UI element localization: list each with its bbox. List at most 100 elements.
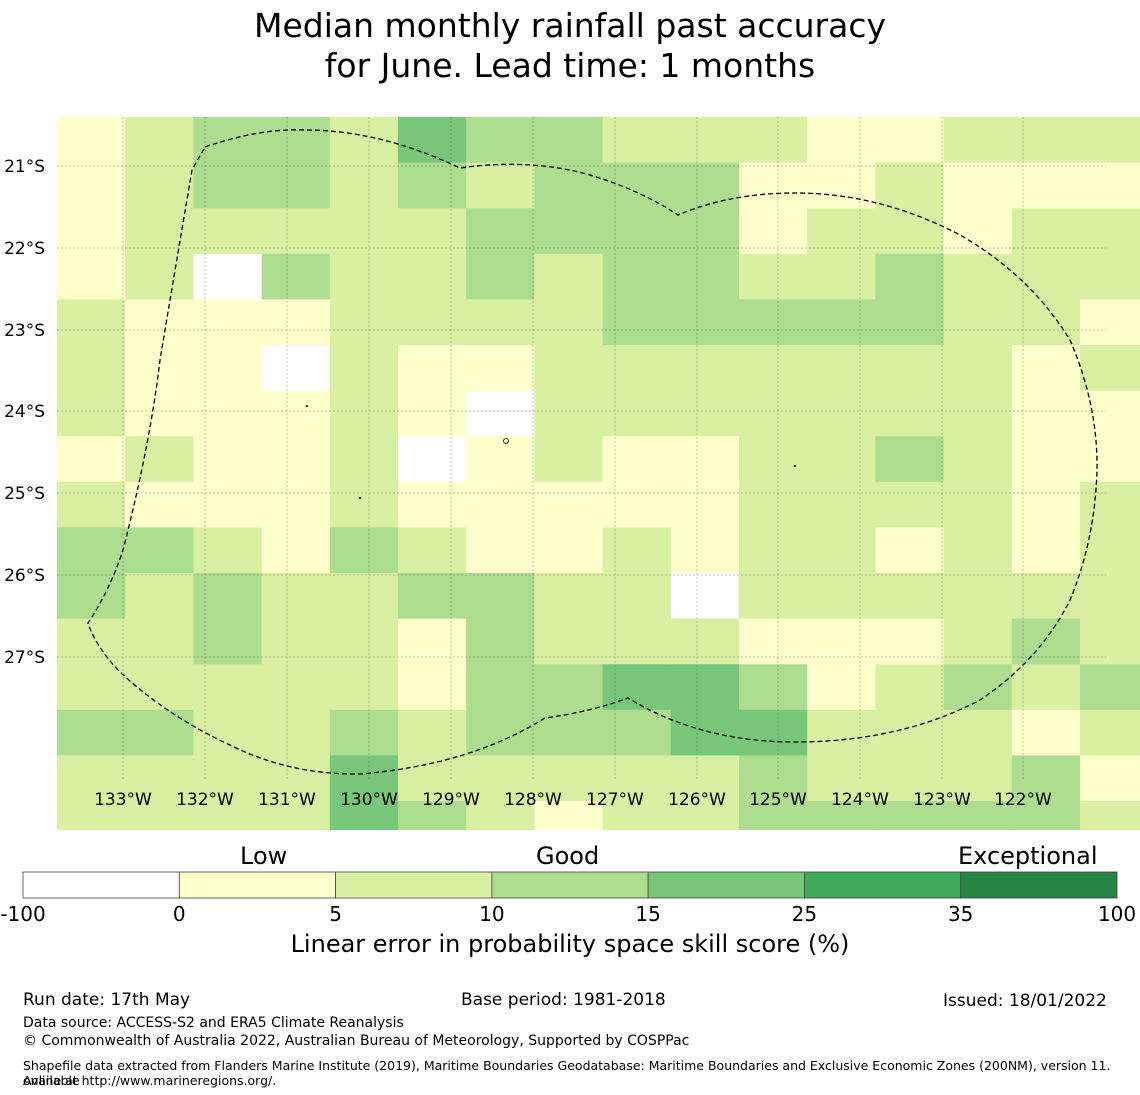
- grid-cell: [739, 709, 808, 756]
- grid-cells: [57, 117, 1140, 830]
- x-axis-ticks: 133°W 132°W 131°W 130°W 129°W 128°W 127°W 126°W…: [94, 790, 1052, 810]
- grid-cell: [125, 527, 194, 574]
- grid-cell: [329, 755, 399, 802]
- grid-cell: [943, 117, 1013, 164]
- y-tick-label: 27°S: [4, 648, 45, 668]
- grid-cell: [807, 618, 876, 665]
- grid-cell: [1080, 345, 1140, 392]
- grid-cell: [125, 801, 194, 830]
- grid-cell: [261, 117, 331, 164]
- island-marker: [794, 465, 796, 467]
- grid-cell: [739, 527, 808, 574]
- grid-cell: [125, 208, 194, 255]
- grid-cell: [1011, 573, 1081, 620]
- colorbar-bin: [22, 871, 180, 899]
- grid-cell: [807, 162, 876, 209]
- grid-cell: [57, 801, 126, 830]
- grid-cell: [534, 664, 604, 711]
- x-tick-label: 130°W: [340, 790, 398, 810]
- y-tick-label: 24°S: [4, 402, 45, 422]
- grid-cell: [1011, 299, 1081, 346]
- grid-cell: [807, 801, 876, 830]
- grid-cell: [739, 299, 808, 346]
- grid-cell: [1080, 573, 1140, 620]
- chart-title: Median monthly rainfall past accuracy fo…: [0, 6, 1140, 86]
- colorbar-tick-label: 35: [947, 902, 974, 926]
- grid-cell: [193, 709, 263, 756]
- shapefile-line-1: Shapefile data extracted from Flanders M…: [23, 1058, 1111, 1088]
- y-tick-label: 23°S: [4, 321, 45, 341]
- grid-cell: [943, 664, 1013, 711]
- grid-cell: [466, 664, 535, 711]
- grid-cell: [57, 117, 126, 164]
- grid-cell: [807, 436, 876, 483]
- grid-cell: [875, 299, 945, 346]
- grid-cell: [193, 253, 263, 300]
- grid-cell: [807, 390, 876, 437]
- grid-cell: [534, 390, 604, 437]
- grid-cell: [875, 481, 945, 528]
- legend-category-low: Low: [240, 842, 288, 870]
- grid-cell: [602, 755, 672, 802]
- grid-cell: [1080, 162, 1140, 209]
- colorbar-bin: [491, 871, 649, 899]
- grid-cell: [57, 299, 126, 346]
- grid-cell: [261, 664, 331, 711]
- shapefile-line-2: online at http://www.marineregions.org/.: [23, 1073, 277, 1088]
- grid-cell: [1080, 664, 1140, 711]
- grid-cell: [329, 345, 399, 392]
- grid-cell: [875, 527, 945, 574]
- grid-cell: [807, 527, 876, 574]
- grid-cell: [125, 436, 194, 483]
- grid-cell: [602, 573, 672, 620]
- grid-cell: [1080, 208, 1140, 255]
- grid-cell: [125, 709, 194, 756]
- grid-cell: [602, 709, 672, 756]
- x-tick-label: 125°W: [749, 790, 807, 810]
- x-tick-label: 123°W: [913, 790, 971, 810]
- colorbar-bin: [178, 871, 337, 899]
- grid-cell: [1080, 618, 1140, 665]
- grid-cell: [602, 345, 672, 392]
- grid-cell: [1011, 390, 1081, 437]
- grid-cell: [193, 618, 263, 665]
- colorbar-tick-label: 25: [791, 902, 818, 926]
- colorbar-bin: [804, 871, 962, 899]
- grid-cell: [602, 162, 672, 209]
- grid-cell: [261, 299, 331, 346]
- grid-cell: [1011, 664, 1081, 711]
- grid-cell: [125, 755, 194, 802]
- colorbar-bin: [960, 871, 1118, 899]
- grid-cell: [670, 801, 740, 830]
- grid-cell: [739, 253, 808, 300]
- grid-cell: [875, 573, 945, 620]
- grid-cell: [534, 755, 604, 802]
- grid-cell: [1080, 801, 1140, 830]
- grid-cell: [125, 117, 194, 164]
- grid-cell: [398, 664, 467, 711]
- grid-cell: [739, 573, 808, 620]
- grid-cell: [57, 436, 126, 483]
- grid-cell: [398, 390, 467, 437]
- grid-cell: [466, 573, 535, 620]
- colorbar-bin: [647, 871, 805, 899]
- colorbar-tick-label: 10: [479, 902, 505, 926]
- grid-cell: [1011, 801, 1081, 830]
- grid-cell: [670, 299, 740, 346]
- grid-cell: [943, 162, 1013, 209]
- grid-cell: [193, 345, 263, 392]
- grid-cell: [1011, 208, 1081, 255]
- grid-cell: [261, 208, 331, 255]
- grid-cell: [1080, 436, 1140, 483]
- grid-cell: [1080, 481, 1140, 528]
- grid-cell: [943, 618, 1013, 665]
- grid-cell: [670, 481, 740, 528]
- grid-cell: [329, 527, 399, 574]
- grid-cell: [398, 162, 467, 209]
- grid-cell: [943, 573, 1013, 620]
- grid-cell: [329, 299, 399, 346]
- grid-cell: [670, 162, 740, 209]
- grid-cell: [670, 390, 740, 437]
- grid-cell: [329, 573, 399, 620]
- grid-cell: [875, 801, 945, 830]
